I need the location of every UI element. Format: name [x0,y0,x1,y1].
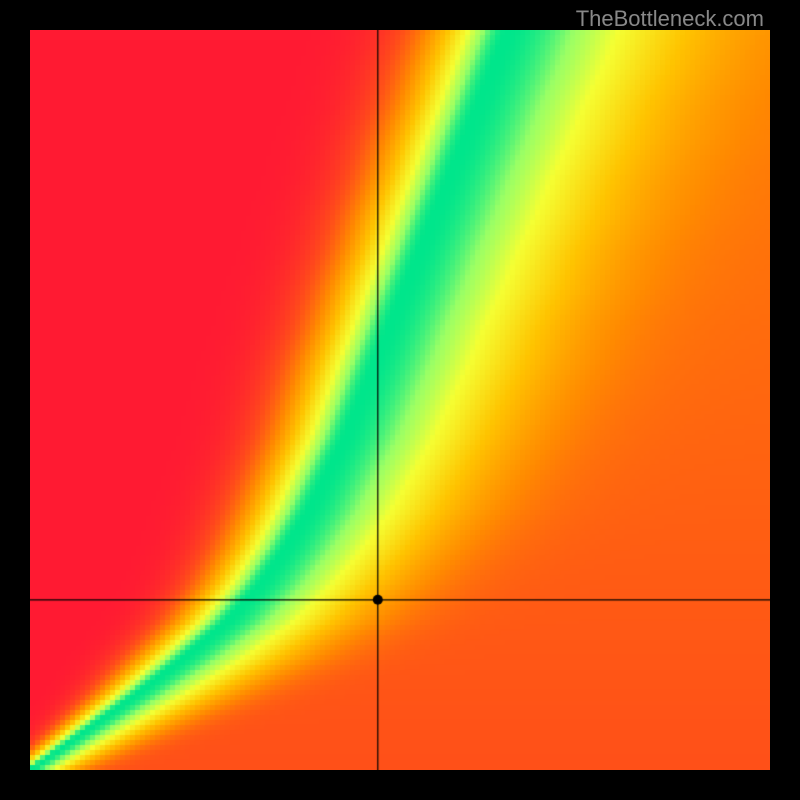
chart-container: TheBottleneck.com [0,0,800,800]
watermark-text: TheBottleneck.com [576,6,764,32]
heatmap-canvas [30,30,770,770]
